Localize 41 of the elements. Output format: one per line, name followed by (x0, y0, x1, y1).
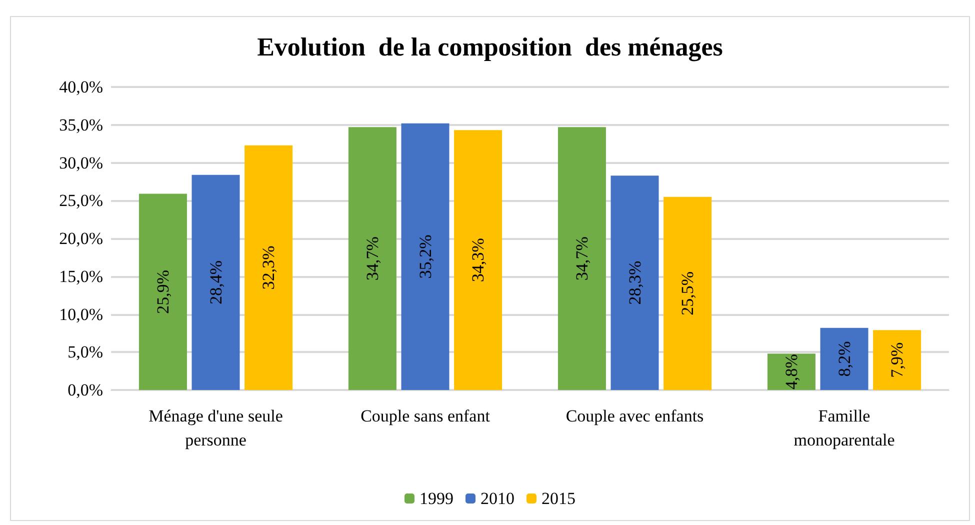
bar (401, 123, 450, 390)
y-tick-label: 20,0% (59, 229, 103, 248)
y-tick-label: 5,0% (68, 342, 103, 362)
y-tick-label: 35,0% (59, 115, 103, 134)
data-label: 25,5% (678, 271, 698, 316)
data-label: 28,3% (625, 260, 644, 305)
data-label: 28,4% (206, 260, 226, 304)
chart-title: Evolution de la composition des ménages (257, 32, 723, 62)
legend-label: 1999 (420, 489, 454, 508)
y-tick-label: 15,0% (59, 266, 103, 286)
y-tick-label: 10,0% (59, 304, 103, 324)
bar (454, 130, 502, 390)
data-label: 35,2% (416, 234, 435, 279)
data-label: 34,7% (362, 236, 382, 281)
bar (192, 174, 240, 390)
bar (558, 127, 606, 390)
y-tick-label: 40,0% (59, 78, 103, 96)
y-tick-label: 30,0% (59, 153, 103, 172)
data-label: 7,9% (888, 342, 907, 378)
bar (138, 194, 187, 390)
y-tick-label: 25,0% (59, 191, 103, 210)
bar (873, 330, 922, 390)
x-tick-label: Ménage d'une seule personne (148, 406, 283, 450)
bar (244, 145, 293, 390)
data-label: 8,2% (834, 341, 854, 377)
data-label: 34,3% (468, 238, 488, 282)
data-label: 32,3% (259, 246, 278, 290)
bar (820, 328, 868, 390)
y-tick-label: 0,0% (68, 380, 103, 400)
bar (664, 196, 712, 390)
data-label: 34,7% (572, 236, 592, 281)
x-tick-label: Couple sans enfant (360, 406, 490, 426)
data-label: 25,9% (153, 270, 172, 314)
legend-label: 2010 (480, 489, 514, 508)
x-tick-label: Couple avec enfants (566, 406, 704, 426)
x-tick-label: Famille monoparentale (794, 406, 895, 450)
bar (610, 176, 659, 390)
legend-label: 2015 (542, 489, 576, 508)
bar (767, 354, 816, 390)
bar (348, 127, 396, 390)
data-label: 4,8% (782, 354, 801, 390)
